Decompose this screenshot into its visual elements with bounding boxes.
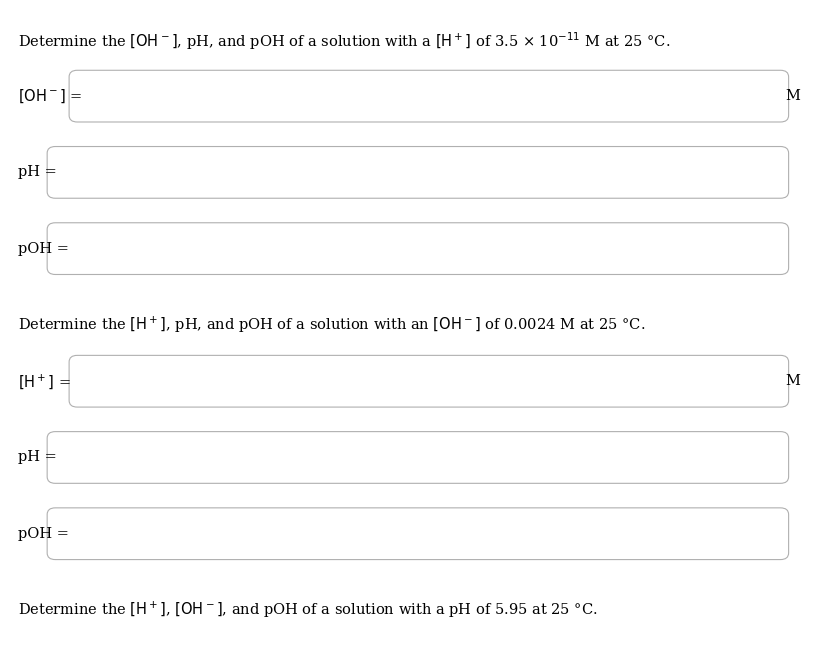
Text: pH =: pH = bbox=[18, 165, 57, 180]
FancyBboxPatch shape bbox=[69, 355, 789, 407]
Text: $[\mathrm{OH}^-]$ =: $[\mathrm{OH}^-]$ = bbox=[18, 88, 82, 105]
FancyBboxPatch shape bbox=[69, 70, 789, 122]
Text: Determine the $[\mathrm{H}^+]$, pH, and pOH of a solution with an $[\mathrm{OH}^: Determine the $[\mathrm{H}^+]$, pH, and … bbox=[18, 315, 646, 335]
Text: pOH =: pOH = bbox=[18, 241, 69, 256]
Text: Determine the $[\mathrm{H}^+]$, $[\mathrm{OH}^-]$, and pOH of a solution with a : Determine the $[\mathrm{H}^+]$, $[\mathr… bbox=[18, 600, 598, 620]
FancyBboxPatch shape bbox=[47, 223, 789, 274]
Text: M: M bbox=[785, 374, 800, 389]
Text: M: M bbox=[785, 89, 800, 103]
Text: $[\mathrm{H}^+]$ =: $[\mathrm{H}^+]$ = bbox=[18, 372, 71, 391]
FancyBboxPatch shape bbox=[47, 147, 789, 198]
Text: pH =: pH = bbox=[18, 450, 57, 465]
FancyBboxPatch shape bbox=[47, 508, 789, 560]
Text: pOH =: pOH = bbox=[18, 526, 69, 541]
Text: Determine the $[\mathrm{OH}^-]$, pH, and pOH of a solution with a $[\mathrm{H}^+: Determine the $[\mathrm{OH}^-]$, pH, and… bbox=[18, 30, 670, 52]
FancyBboxPatch shape bbox=[47, 432, 789, 483]
